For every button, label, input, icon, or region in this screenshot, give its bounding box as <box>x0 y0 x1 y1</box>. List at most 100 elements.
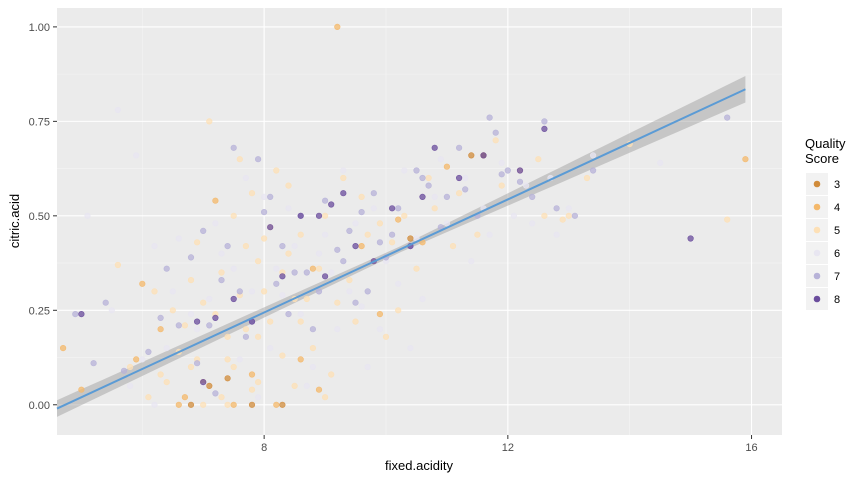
point-quality-5 <box>187 277 195 284</box>
point-quality-7 <box>175 322 182 329</box>
point-quality-6 <box>279 292 286 299</box>
point-quality-7 <box>224 243 231 250</box>
point-quality-5 <box>255 379 262 386</box>
point-quality-4 <box>334 23 341 31</box>
point-quality-5 <box>163 379 170 386</box>
point-quality-7 <box>236 288 243 295</box>
point-quality-8 <box>456 174 463 182</box>
point-quality-6 <box>108 307 115 314</box>
point-quality-7 <box>370 190 377 197</box>
point-quality-8 <box>419 193 426 200</box>
point-quality-7 <box>443 193 451 200</box>
point-quality-6 <box>151 243 158 250</box>
panel-background <box>57 8 782 435</box>
point-quality-5 <box>583 174 591 182</box>
point-quality-3 <box>407 235 414 242</box>
point-quality-4 <box>59 345 67 352</box>
point-quality-7 <box>413 167 420 174</box>
point-quality-5 <box>114 261 121 269</box>
point-quality-5 <box>206 118 213 125</box>
point-quality-7 <box>267 193 274 200</box>
point-quality-6 <box>169 288 176 295</box>
point-quality-4 <box>315 386 323 393</box>
point-quality-7 <box>516 178 524 185</box>
point-quality-5 <box>309 345 317 352</box>
point-quality-7 <box>486 114 493 121</box>
point-quality-8 <box>480 152 487 159</box>
legend-title-line-1: Quality <box>805 136 846 151</box>
point-quality-5 <box>322 394 329 401</box>
point-quality-5 <box>181 322 188 329</box>
point-quality-5 <box>151 288 158 295</box>
point-quality-4 <box>376 311 384 318</box>
point-quality-7 <box>291 269 298 276</box>
point-quality-7 <box>553 205 560 212</box>
point-quality-8 <box>230 295 237 303</box>
point-quality-7 <box>230 144 237 151</box>
point-quality-5 <box>242 243 249 250</box>
point-quality-4 <box>297 356 304 363</box>
point-quality-7 <box>529 193 536 200</box>
trend-line-segment <box>56 88 746 410</box>
scatter-points <box>59 23 749 408</box>
point-quality-5 <box>425 174 432 182</box>
point-quality-5 <box>127 363 134 371</box>
point-quality-4 <box>175 401 182 408</box>
point-quality-7 <box>145 348 152 356</box>
point-quality-5 <box>224 401 231 408</box>
point-quality-7 <box>358 209 365 216</box>
point-quality-7 <box>261 209 268 216</box>
point-quality-7 <box>498 171 505 178</box>
point-quality-5 <box>224 356 231 363</box>
point-quality-7 <box>212 390 219 397</box>
point-quality-5 <box>248 386 256 393</box>
point-quality-5 <box>498 182 505 189</box>
point-quality-5 <box>328 371 335 378</box>
point-quality-8 <box>389 205 396 212</box>
point-quality-5 <box>218 394 225 401</box>
y-tick-label: 1.00 <box>29 22 50 34</box>
point-quality-7 <box>589 167 597 174</box>
point-quality-7 <box>187 254 195 261</box>
point-quality-5 <box>346 277 353 284</box>
point-quality-5 <box>449 243 457 250</box>
point-quality-5 <box>230 363 237 371</box>
y-axis-ticks: 0.00 0.25 0.50 0.75 1.00 <box>29 22 57 412</box>
point-quality-5 <box>218 269 225 276</box>
point-quality-6 <box>346 288 353 295</box>
point-quality-6 <box>553 231 560 238</box>
point-quality-5 <box>255 333 262 340</box>
point-quality-5 <box>261 288 268 295</box>
point-quality-6 <box>565 205 572 212</box>
point-quality-5 <box>541 212 548 219</box>
point-quality-7 <box>200 227 207 234</box>
point-quality-7 <box>376 239 384 246</box>
point-quality-6 <box>236 356 243 363</box>
point-quality-6 <box>468 258 475 265</box>
point-quality-8 <box>200 379 207 386</box>
x-tick-label: 16 <box>745 442 757 454</box>
point-quality-4 <box>273 401 280 408</box>
point-quality-7 <box>194 360 201 367</box>
point-quality-8 <box>516 167 524 174</box>
point-quality-5 <box>315 265 323 272</box>
point-quality-5 <box>285 182 292 189</box>
x-tick-label: 8 <box>261 442 267 454</box>
point-quality-7 <box>456 144 463 151</box>
point-quality-6 <box>163 345 170 352</box>
point-quality-7 <box>285 311 292 318</box>
point-quality-4 <box>309 265 317 272</box>
point-quality-7 <box>218 277 225 284</box>
point-quality-6 <box>510 212 518 219</box>
legend-label-6: 6 <box>834 248 840 260</box>
x-tick-label: 12 <box>502 442 514 454</box>
y-tick-label: 0.00 <box>29 400 50 412</box>
point-quality-6 <box>212 220 219 227</box>
point-quality-5 <box>401 212 408 219</box>
point-quality-6 <box>218 250 225 257</box>
point-quality-5 <box>395 307 402 314</box>
point-quality-7 <box>389 231 396 238</box>
point-quality-6 <box>175 235 182 242</box>
point-quality-5 <box>169 307 176 314</box>
point-quality-5 <box>267 318 274 325</box>
